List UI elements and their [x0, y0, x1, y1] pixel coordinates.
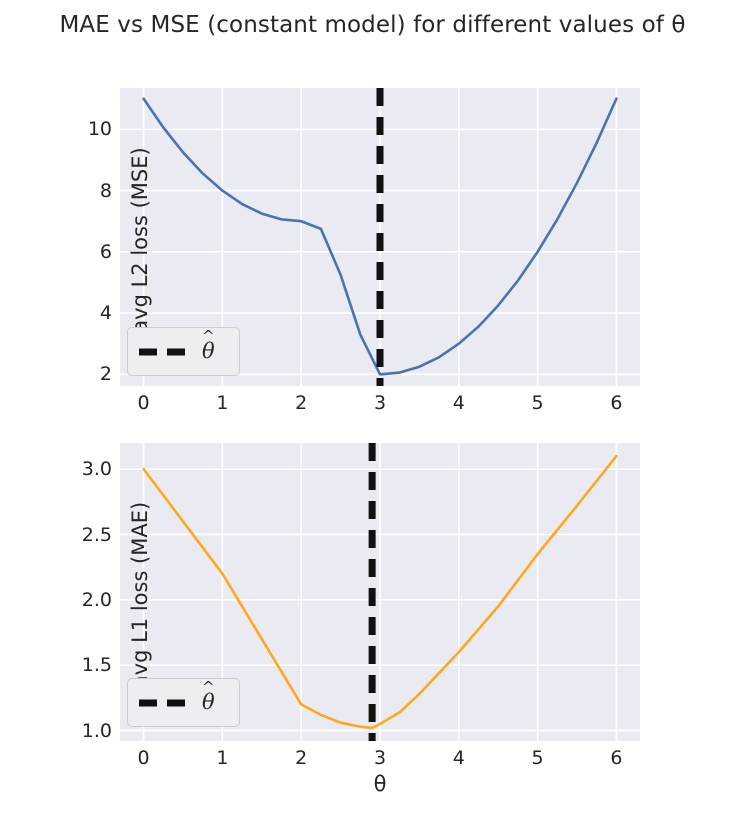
- x-tick-label: 5: [531, 392, 544, 414]
- x-tick-label: 6: [610, 392, 623, 414]
- x-axis-ticks-mae: 0 1 2 3 4 5 6: [120, 747, 640, 777]
- y-tick-label: 2.0: [81, 588, 112, 611]
- mae-plot-svg: [120, 443, 640, 741]
- dashed-line-icon: [139, 699, 191, 706]
- y-tick-label: 8: [99, 179, 112, 202]
- x-tick-label: 1: [216, 747, 229, 769]
- x-tick-label: 5: [531, 747, 544, 769]
- page-title: MAE vs MSE (constant model) for differen…: [59, 12, 686, 38]
- x-axis-label: θ: [373, 772, 387, 796]
- y-tick-label: 10: [87, 118, 112, 141]
- legend-label-theta-hat: ^ θ: [202, 327, 215, 363]
- y-tick-label: 2.5: [81, 523, 112, 546]
- x-tick-label: 0: [137, 392, 150, 414]
- y-tick-label: 4: [99, 302, 112, 325]
- data-line-avg-l1-loss-mae-: [142, 454, 618, 730]
- x-tick-label: 1: [216, 392, 229, 414]
- dashed-line-icon: [139, 348, 191, 355]
- legend-theta-symbol: θ: [202, 690, 215, 714]
- y-axis-ticks-mae: 1.0 1.5 2.0 2.5 3.0: [42, 443, 112, 741]
- y-tick-label: 3.0: [81, 458, 112, 481]
- y-tick-label: 1.0: [81, 719, 112, 742]
- y-tick-label: 2: [99, 363, 112, 386]
- y-axis-ticks-mse: 2 4 6 8 10: [42, 88, 112, 386]
- x-tick-label: 4: [452, 392, 465, 414]
- legend-mae: ^ θ: [127, 678, 240, 727]
- x-tick-label: 6: [610, 747, 623, 769]
- mse-plot-svg: [120, 88, 640, 386]
- legend-theta-symbol: θ: [202, 339, 215, 363]
- x-tick-label: 3: [373, 747, 387, 769]
- legend-mse: ^ θ: [127, 327, 240, 376]
- x-tick-label: 3: [373, 392, 387, 414]
- y-tick-label: 6: [99, 240, 112, 263]
- x-tick-label: 2: [295, 747, 308, 769]
- y-axis-label-mae: avg L1 loss (MAE): [128, 501, 152, 689]
- legend-label-theta-hat: ^ θ: [202, 678, 215, 714]
- x-axis-ticks-mse: 0 1 2 3 4 5 6: [120, 392, 640, 422]
- y-tick-label: 1.5: [81, 654, 112, 677]
- x-tick-label: 2: [295, 392, 308, 414]
- x-tick-label: 0: [137, 747, 150, 769]
- x-tick-label: 4: [452, 747, 465, 769]
- data-line-avg-l2-loss-mse-: [142, 97, 618, 376]
